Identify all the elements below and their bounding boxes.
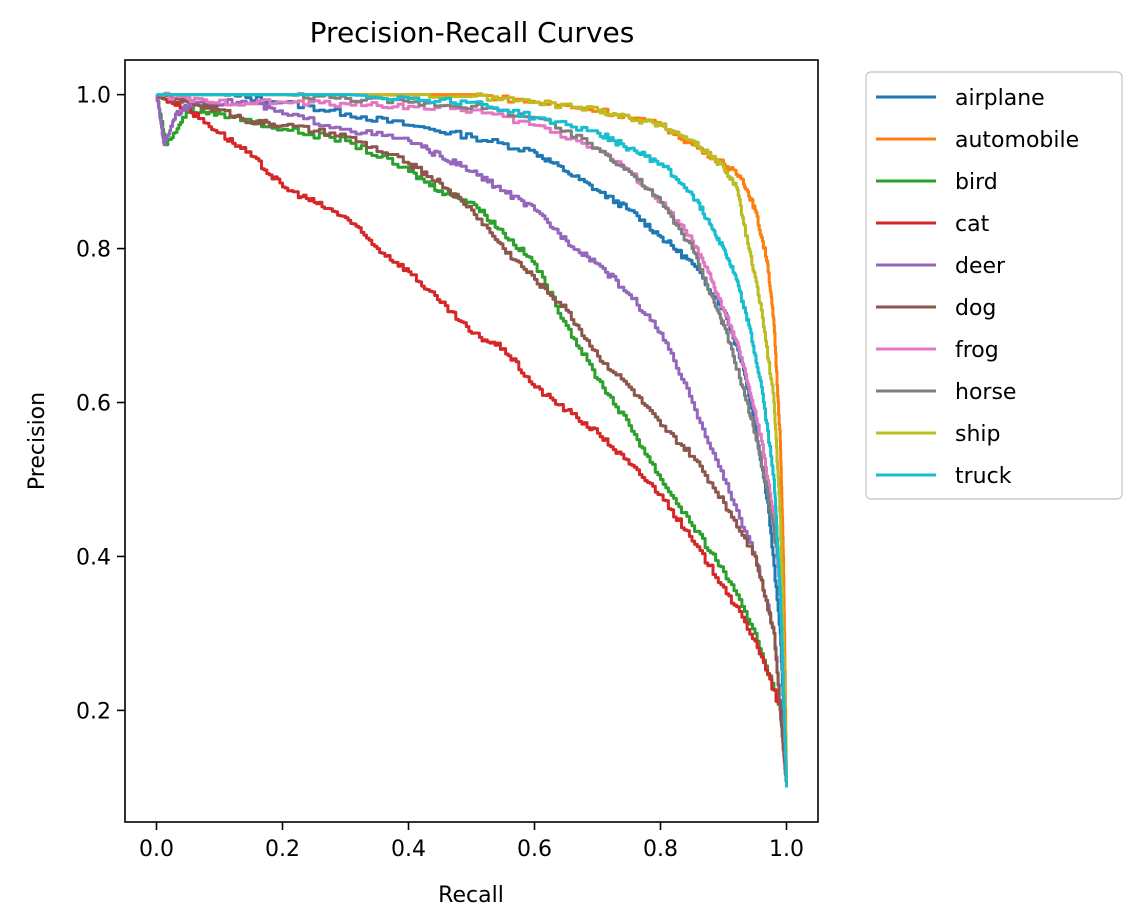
- series-line-automobile: [156, 93, 788, 788]
- y-tick-label: 0.8: [76, 238, 111, 263]
- x-axis-ticks: 0.0 0.2 0.4 0.6 0.8 1.0: [139, 822, 804, 862]
- legend: airplane automobile bird cat deer dog frog hors…: [865, 71, 1123, 500]
- legend-label-airplane: airplane: [955, 86, 1045, 111]
- x-tick-label: 0.8: [643, 837, 678, 862]
- y-axis-label: Precision: [25, 392, 50, 490]
- x-tick-label: 0.6: [517, 837, 552, 862]
- y-tick-label: 0.6: [76, 392, 111, 417]
- legend-label-automobile: automobile: [955, 128, 1079, 153]
- y-axis-ticks: 0.2 0.4 0.6 0.8 1.0: [76, 84, 125, 724]
- legend-label-cat: cat: [955, 212, 990, 237]
- legend-label-truck: truck: [955, 464, 1012, 489]
- legend-label-bird: bird: [955, 170, 998, 195]
- series-line-deer: [155, 93, 788, 788]
- legend-label-deer: deer: [955, 254, 1006, 279]
- series-line-frog: [156, 91, 788, 788]
- legend-label-horse: horse: [955, 380, 1016, 405]
- y-tick-label: 0.4: [76, 545, 111, 570]
- series-lines: [155, 91, 788, 788]
- x-tick-label: 0.2: [265, 837, 300, 862]
- legend-label-frog: frog: [955, 338, 999, 363]
- x-tick-label: 0.0: [139, 837, 174, 862]
- y-tick-label: 1.0: [76, 84, 111, 109]
- series-line-cat: [156, 93, 788, 788]
- series-line-horse: [156, 92, 788, 788]
- x-tick-label: 1.0: [769, 837, 804, 862]
- series-line-bird: [155, 93, 788, 788]
- series-line-dog: [156, 92, 788, 788]
- x-axis-label: Recall: [438, 883, 504, 908]
- series-line-ship: [156, 92, 788, 788]
- chart-title: Precision-Recall Curves: [310, 16, 635, 49]
- series-line-airplane: [156, 93, 788, 788]
- y-tick-label: 0.2: [76, 699, 111, 724]
- x-tick-label: 0.4: [391, 837, 426, 862]
- series-line-truck: [156, 93, 788, 788]
- legend-label-dog: dog: [955, 296, 996, 321]
- legend-label-ship: ship: [955, 422, 1000, 447]
- plot-area-frame: [124, 59, 819, 823]
